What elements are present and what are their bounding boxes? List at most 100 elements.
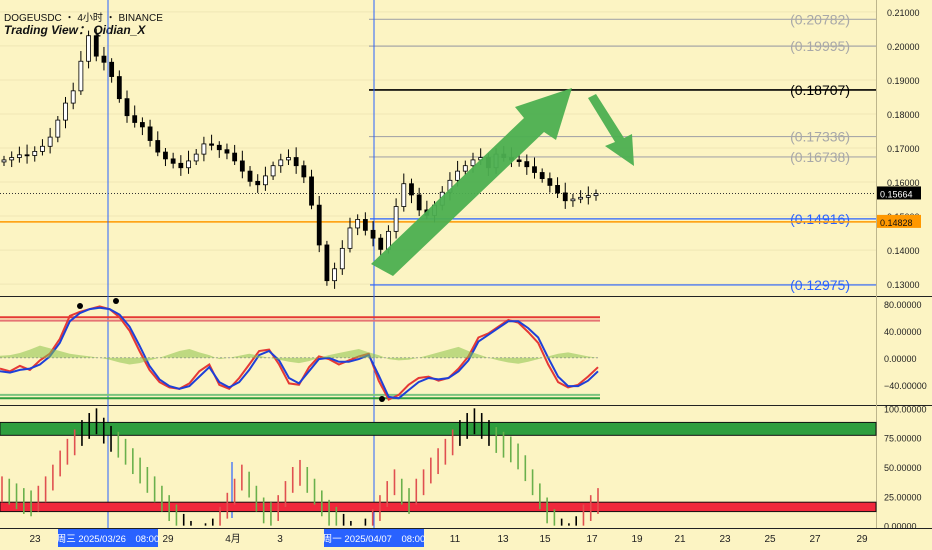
time-tick-label: 21 xyxy=(674,534,686,545)
candle xyxy=(378,237,384,250)
candle xyxy=(101,55,107,63)
price-tick-label: 0.16000 xyxy=(887,178,920,188)
candle xyxy=(263,175,268,186)
candle xyxy=(355,219,361,229)
hist-tick-label: 50.00000 xyxy=(884,463,922,473)
time-tick-label: 11 xyxy=(450,534,461,545)
price-tick-label: 0.13000 xyxy=(887,280,920,290)
candle xyxy=(309,176,314,206)
candle xyxy=(539,172,545,180)
candle xyxy=(532,166,537,173)
level-label: (0.18707) xyxy=(790,82,850,98)
candle xyxy=(109,61,115,77)
osc-red-line xyxy=(0,305,599,401)
candle xyxy=(286,157,291,161)
candle xyxy=(332,268,337,282)
candle xyxy=(593,193,599,197)
candle xyxy=(516,159,522,163)
osc-tick-label: 80.00000 xyxy=(884,300,922,310)
candle xyxy=(562,192,568,202)
time-tick-label: 25 xyxy=(764,534,776,545)
candle xyxy=(163,151,168,160)
candle xyxy=(178,162,184,169)
hist-band xyxy=(0,422,876,436)
osc-tick-label: 40.00000 xyxy=(884,327,922,337)
candle xyxy=(63,102,68,121)
time-axis-bg xyxy=(0,529,932,550)
time-tick-label: 17 xyxy=(586,534,598,545)
candle xyxy=(16,154,22,158)
orange-price-label: 0.14828 xyxy=(880,218,913,228)
level-label: (0.16738) xyxy=(790,149,850,165)
candle xyxy=(370,229,376,239)
candle xyxy=(347,227,353,249)
last-price-tag xyxy=(877,186,921,200)
up-arrow xyxy=(371,88,572,276)
candle xyxy=(470,159,476,167)
candle xyxy=(201,143,207,155)
candle xyxy=(455,170,461,181)
level-label: (0.20782) xyxy=(790,11,850,27)
time-marker-tag xyxy=(58,529,158,547)
candle xyxy=(193,153,199,162)
price-tick-label: 0.14000 xyxy=(887,246,920,256)
candle xyxy=(147,126,153,141)
candle xyxy=(209,143,214,146)
candle xyxy=(255,180,261,186)
hist-tick-label: 100.00000 xyxy=(884,404,927,414)
price-tick-label: 0.17000 xyxy=(887,144,920,154)
candle xyxy=(339,247,345,270)
time-marker-label: 周三 2025/03/26 08:00 xyxy=(57,534,159,545)
candle xyxy=(116,76,122,100)
time-marker-tag xyxy=(324,529,424,547)
candle xyxy=(585,195,591,198)
time-tick-label: 4月 xyxy=(225,533,241,545)
candle xyxy=(186,160,191,169)
level-label: (0.14916) xyxy=(790,211,850,227)
candle xyxy=(93,35,99,57)
level-label: (0.12975) xyxy=(790,277,850,293)
candle xyxy=(462,165,468,172)
candle xyxy=(32,151,38,156)
candle xyxy=(170,158,176,164)
price-tick-label: 0.19000 xyxy=(887,76,920,86)
candle xyxy=(216,144,222,151)
candle xyxy=(278,159,284,167)
candle xyxy=(316,204,322,246)
candle xyxy=(247,170,253,182)
osc-dot xyxy=(113,298,119,304)
time-tick-label: 3 xyxy=(277,534,283,545)
down-arrow xyxy=(588,94,634,166)
osc-dot xyxy=(379,396,385,402)
candle xyxy=(555,185,560,194)
candle xyxy=(524,161,530,168)
candle xyxy=(224,149,230,154)
time-tick-label: 29 xyxy=(162,534,174,545)
candle xyxy=(155,140,161,153)
candle xyxy=(393,206,399,232)
hist-band xyxy=(0,502,876,512)
candle xyxy=(578,196,584,200)
candle xyxy=(362,219,368,231)
price-tick-label: 0.18000 xyxy=(887,110,920,120)
time-tick-label: 23 xyxy=(29,534,41,545)
candle xyxy=(270,165,276,177)
candle xyxy=(232,152,238,162)
candle xyxy=(24,154,30,157)
candle xyxy=(401,183,407,207)
osc-tick-label: 0.00000 xyxy=(884,354,917,364)
candle xyxy=(78,60,84,92)
price-tick-label: 0.20000 xyxy=(887,42,920,52)
osc-blue-line xyxy=(0,306,599,400)
level-label: (0.19995) xyxy=(790,38,850,54)
candle xyxy=(239,160,245,172)
osc-tick-label: −40.00000 xyxy=(884,381,927,391)
candle xyxy=(301,165,307,178)
candle xyxy=(55,119,61,138)
hist-band-border xyxy=(0,501,877,513)
price-tick-label: 0.21000 xyxy=(887,8,920,18)
hist-band-border xyxy=(0,421,877,436)
osc-histogram-area xyxy=(0,345,598,365)
candle xyxy=(1,159,7,163)
